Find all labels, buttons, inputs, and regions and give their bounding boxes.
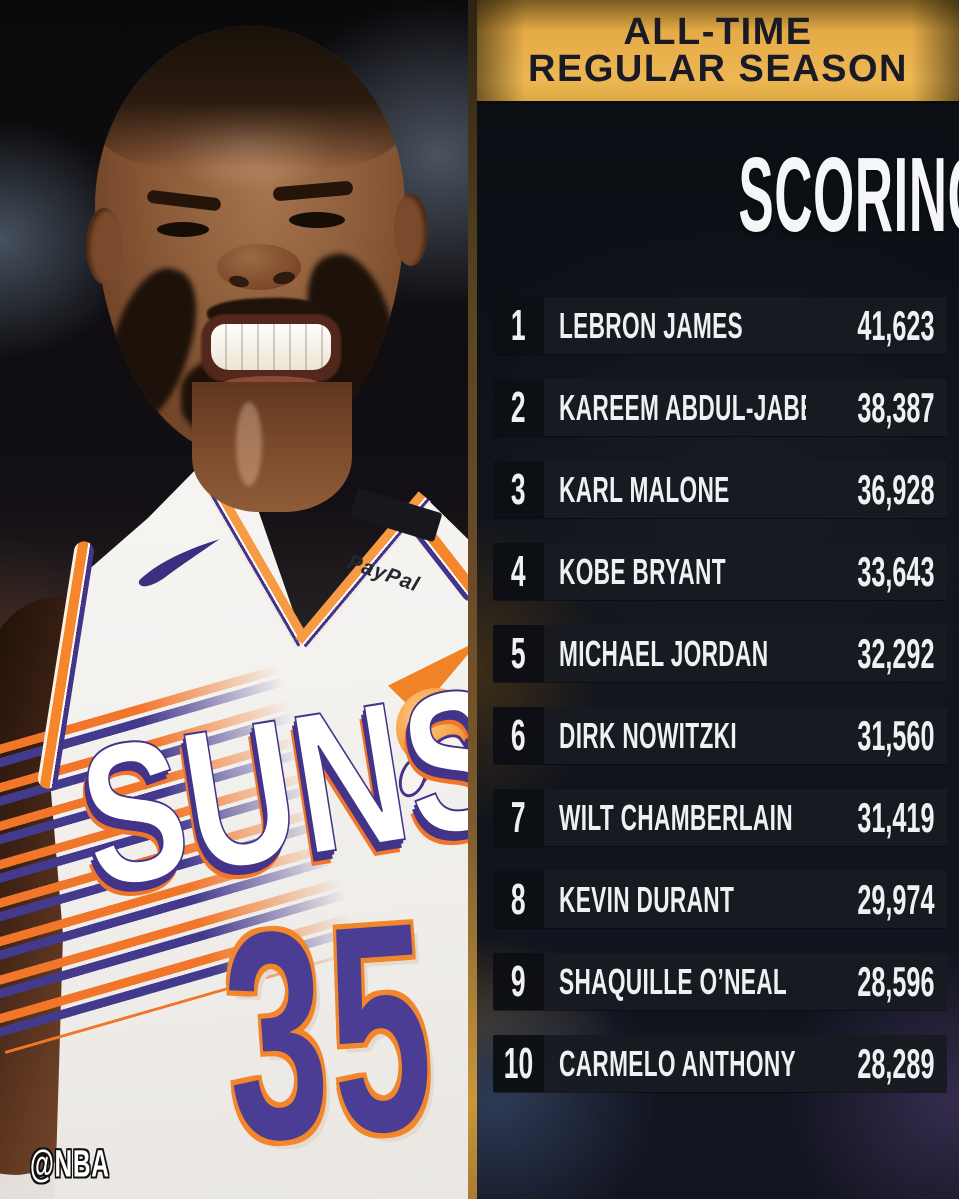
table-row: 7 WILT CHAMBERLAIN 31,419 <box>493 789 947 846</box>
header-line-1: ALL-TIME <box>623 10 813 53</box>
row-points-cell: 28,596 <box>806 958 947 1006</box>
row-points: 38,387 <box>856 383 934 431</box>
row-player-cell: DIRK NOWITZKI <box>550 715 806 757</box>
nike-swoosh-icon <box>138 539 220 587</box>
row-rank: 9 <box>511 956 526 1006</box>
row-points-cell: 32,292 <box>806 630 947 678</box>
row-points: 33,643 <box>856 547 934 595</box>
row-player-name: KOBE BRYANT <box>559 550 726 592</box>
table-row: 2 KAREEM ABDUL-JABBAR 38,387 <box>493 379 947 436</box>
row-rank: 2 <box>511 382 526 432</box>
player-photo: PayPal SUNS 35 <box>0 0 477 1199</box>
table-row: 3 KARL MALONE 36,928 <box>493 461 947 518</box>
row-player-name: DIRK NOWITZKI <box>559 714 737 756</box>
neck-shine <box>236 402 262 486</box>
row-points: 36,928 <box>856 465 934 513</box>
row-player-cell: KEVIN DURANT <box>550 879 806 921</box>
row-rank: 3 <box>511 464 526 514</box>
leaderboard-panel: ALL-TIME REGULAR SEASON SCORING LEADERS … <box>477 0 959 1199</box>
row-rank-cell: 2 <box>493 379 544 436</box>
eye <box>157 222 209 237</box>
row-player-cell: KOBE BRYANT <box>550 551 806 593</box>
table-row: 6 DIRK NOWITZKI 31,560 <box>493 707 947 764</box>
player-hair <box>95 26 405 170</box>
leaderboard-list: 1 LEBRON JAMES 41,623 2 KAREEM ABDUL-JAB… <box>493 297 947 1117</box>
row-points: 31,560 <box>856 711 934 759</box>
row-rank-cell: 3 <box>493 461 544 518</box>
teeth <box>211 324 331 370</box>
row-player-cell: KARL MALONE <box>550 469 806 511</box>
table-row: 9 SHAQUILLE O’NEAL 28,596 <box>493 953 947 1010</box>
row-player-name: SHAQUILLE O’NEAL <box>559 960 788 1002</box>
row-points-cell: 28,289 <box>806 1040 947 1088</box>
row-rank-cell: 4 <box>493 543 544 600</box>
row-points-cell: 29,974 <box>806 876 947 924</box>
row-points: 32,292 <box>856 629 934 677</box>
row-points: 28,289 <box>856 1039 934 1087</box>
player-neck <box>192 382 352 512</box>
row-rank: 6 <box>511 710 526 760</box>
row-points: 28,596 <box>856 957 934 1005</box>
header-line-2: REGULAR SEASON <box>528 47 908 90</box>
panel-header: ALL-TIME REGULAR SEASON <box>477 0 959 104</box>
row-rank-cell: 8 <box>493 871 544 928</box>
row-player-cell: LEBRON JAMES <box>550 305 806 347</box>
row-points-cell: 38,387 <box>806 384 947 432</box>
row-rank-cell: 10 <box>493 1035 544 1092</box>
table-row: 4 KOBE BRYANT 33,643 <box>493 543 947 600</box>
row-player-cell: SHAQUILLE O’NEAL <box>550 961 806 1003</box>
row-player-name: KAREEM ABDUL-JABBAR <box>559 386 806 428</box>
row-rank-cell: 1 <box>493 297 544 354</box>
row-player-name: CARMELO ANTHONY <box>559 1042 796 1084</box>
row-player-name: KEVIN DURANT <box>559 878 735 920</box>
row-player-cell: MICHAEL JORDAN <box>550 633 806 675</box>
row-rank-cell: 5 <box>493 625 544 682</box>
row-rank: 10 <box>503 1038 534 1088</box>
row-player-cell: WILT CHAMBERLAIN <box>550 797 806 839</box>
row-player-name: MICHAEL JORDAN <box>559 632 769 674</box>
table-row: 1 LEBRON JAMES 41,623 <box>493 297 947 354</box>
row-points-cell: 31,419 <box>806 794 947 842</box>
table-row: 10 CARMELO ANTHONY 28,289 <box>493 1035 947 1092</box>
row-player-name: WILT CHAMBERLAIN <box>559 796 793 838</box>
page-title: SCORING LEADERS <box>738 136 959 254</box>
ear <box>86 208 122 284</box>
photo-panel-divider <box>468 0 477 1199</box>
row-points: 31,419 <box>856 793 934 841</box>
row-points-cell: 31,560 <box>806 712 947 760</box>
row-points-cell: 33,643 <box>806 548 947 596</box>
eyebrow <box>146 189 222 212</box>
row-player-name: KARL MALONE <box>559 468 730 510</box>
row-rank: 1 <box>511 300 526 350</box>
row-points: 41,623 <box>856 301 934 349</box>
table-row: 8 KEVIN DURANT 29,974 <box>493 871 947 928</box>
row-rank: 8 <box>511 874 526 924</box>
row-player-cell: KAREEM ABDUL-JABBAR <box>550 387 806 429</box>
row-player-cell: CARMELO ANTHONY <box>550 1043 806 1085</box>
eye <box>289 212 345 228</box>
row-player-name: LEBRON JAMES <box>559 304 743 346</box>
row-rank: 5 <box>511 628 526 678</box>
row-points-cell: 41,623 <box>806 302 947 350</box>
row-points: 29,974 <box>856 875 934 923</box>
row-rank-cell: 9 <box>493 953 544 1010</box>
row-rank-cell: 6 <box>493 707 544 764</box>
ear <box>394 194 428 266</box>
row-points-cell: 36,928 <box>806 466 947 514</box>
row-rank-cell: 7 <box>493 789 544 846</box>
row-rank: 4 <box>511 546 526 596</box>
table-row: 5 MICHAEL JORDAN 32,292 <box>493 625 947 682</box>
row-rank: 7 <box>511 792 526 842</box>
